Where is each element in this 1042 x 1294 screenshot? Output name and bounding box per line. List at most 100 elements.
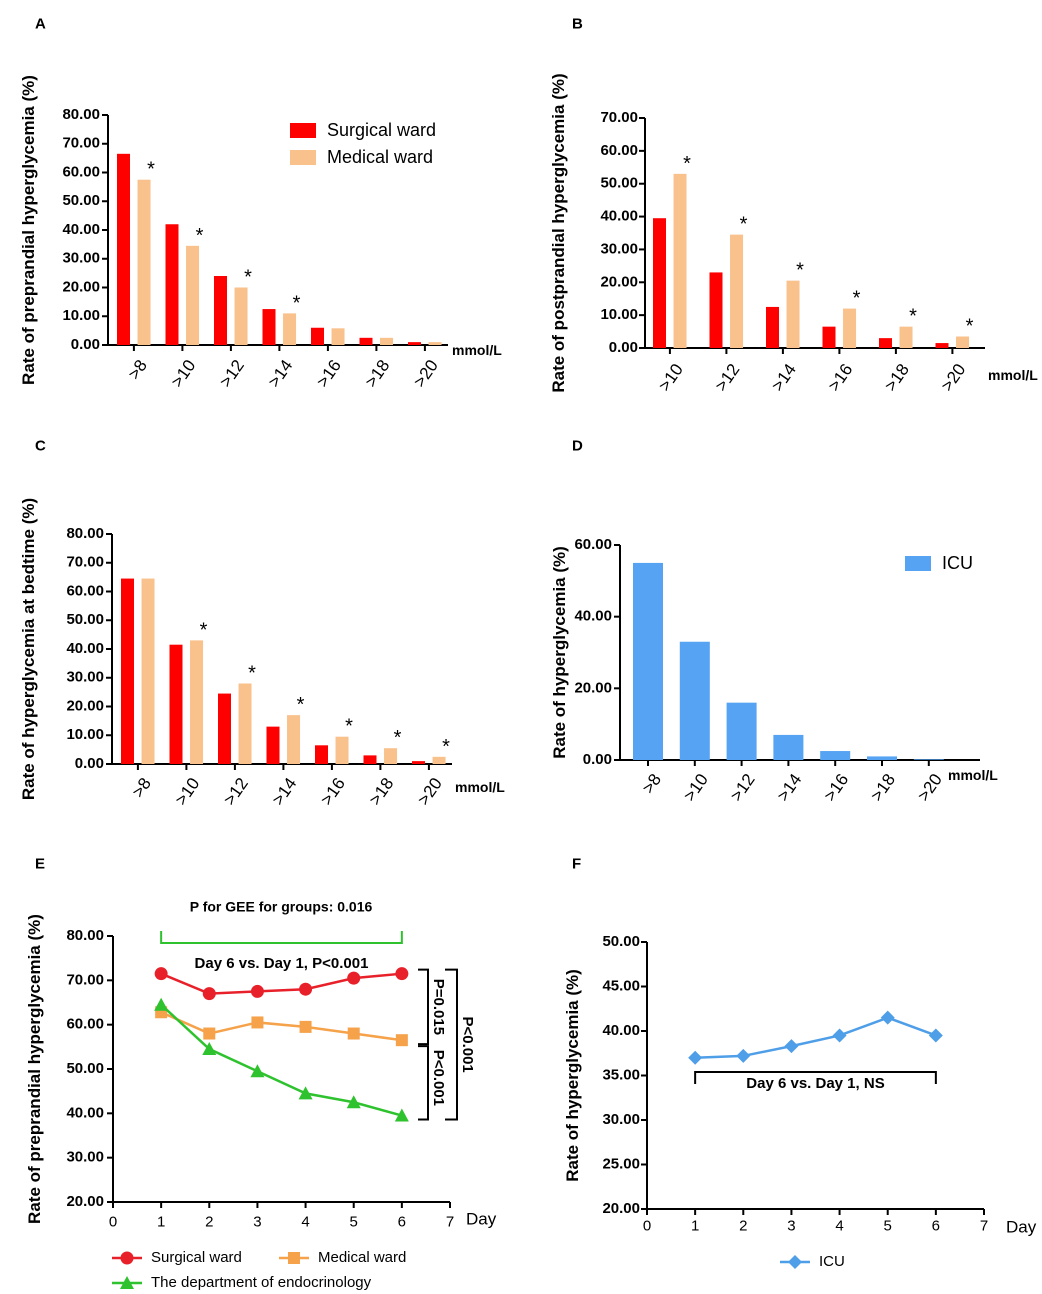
y-tick-label: 50.00 <box>66 1060 104 1077</box>
bracket-label: Day 6 vs. Day 1, NS <box>746 1075 884 1092</box>
bracket-day6-vs-day1 <box>694 1071 937 1084</box>
legend-label: Surgical ward <box>151 1249 242 1266</box>
y-tick-label: 20.00 <box>600 273 638 290</box>
y-axis-label: Rate of preprandial hyperglycemia (%) <box>25 914 44 1224</box>
legend-label: ICU <box>942 553 973 573</box>
panel-label: F <box>572 855 581 872</box>
bar-surgical-ward <box>117 153 130 345</box>
bar-medical-ward <box>186 245 200 345</box>
bar-medical-ward <box>141 578 155 764</box>
x-tick-label: >10 <box>167 356 199 391</box>
x-tick-label: >16 <box>317 774 349 809</box>
bar-medical-ward <box>234 287 248 345</box>
data-point <box>347 1027 360 1040</box>
x-tick-label: >18 <box>361 356 393 391</box>
y-tick-label: 40.00 <box>574 608 612 625</box>
bracket-label: P<0.001 <box>430 1050 447 1106</box>
legend-swatch <box>290 150 316 165</box>
data-point <box>251 1016 264 1029</box>
bracket-surgical-endocrinology <box>445 968 458 1121</box>
series-line-surgical-ward <box>160 972 402 995</box>
bar-medical-ward <box>335 736 349 764</box>
panel-a: A Rate of preprandial hyperglycemia (%) 0.… <box>19 15 502 390</box>
y-tick-label: 70.00 <box>62 135 100 152</box>
bracket-day6-vs-day1 <box>160 931 403 944</box>
x-tick-label: >8 <box>124 356 151 383</box>
panel-d: D Rate of hyperglycemia (%) 0.00 20.00 40.00… <box>550 437 998 804</box>
legend-marker <box>120 1251 134 1265</box>
panel-label: E <box>35 855 45 872</box>
significance-mark: * <box>147 159 155 181</box>
y-tick-label: 50.00 <box>62 192 100 209</box>
bar-surgical-ward <box>879 338 892 348</box>
x-tick-label: 5 <box>884 1217 892 1234</box>
x-tick-label: 2 <box>739 1217 747 1234</box>
data-point <box>203 1027 216 1040</box>
x-tick-label: >12 <box>711 360 743 395</box>
y-tick-label: 0.00 <box>583 751 612 768</box>
bar-surgical-ward <box>408 342 421 345</box>
x-tick-label: >16 <box>820 770 852 805</box>
y-axis-label: Rate of hyperglycemia at bedtime (%) <box>19 498 38 800</box>
y-axis-label: Rate of postprandial hyperglycemia (%) <box>549 73 568 392</box>
y-tick-label: 20.00 <box>66 697 104 714</box>
y-tick-label: 0.00 <box>75 755 104 772</box>
y-tick-label: 40.00 <box>66 1104 104 1121</box>
y-tick-label: 0.00 <box>71 336 100 353</box>
unit-label: mmol/L <box>988 367 1038 383</box>
bracket-medical-endocrinology <box>418 1045 429 1121</box>
bar-icu <box>633 562 663 760</box>
x-tick-label: >20 <box>914 770 946 805</box>
data-point <box>928 1028 943 1043</box>
x-tick-label: 6 <box>932 1217 940 1234</box>
y-tick-label: 20.00 <box>62 278 100 295</box>
y-tick-label: 40.00 <box>62 221 100 238</box>
data-point <box>250 984 264 998</box>
x-tick-label: 7 <box>980 1217 988 1234</box>
unit-label: mmol/L <box>948 767 998 783</box>
x-tick-label: >10 <box>171 774 203 809</box>
bar-medical-ward <box>428 342 442 345</box>
y-tick-label: 60.00 <box>66 1016 104 1033</box>
legend-swatch <box>905 556 931 571</box>
x-tick-label: >16 <box>824 360 856 395</box>
significance-mark: * <box>244 267 252 289</box>
bar-icu <box>679 641 710 760</box>
data-point <box>202 987 216 1001</box>
panel-f: F Rate of hyperglycemia (%) 20.00 25.00 30.0… <box>563 855 1037 1270</box>
bar-medical-ward <box>190 640 204 764</box>
bar-medical-ward <box>673 173 687 348</box>
significance-mark: * <box>200 619 208 641</box>
x-axis-label: Day <box>1006 1217 1037 1236</box>
bar-icu <box>820 751 851 760</box>
y-tick-label: 70.00 <box>66 554 104 571</box>
significance-mark: * <box>196 225 204 247</box>
data-point <box>202 1042 217 1056</box>
bar-medical-ward <box>287 715 301 764</box>
bracket-label: P=0.015 <box>430 979 447 1035</box>
y-tick-label: 30.00 <box>66 1149 104 1166</box>
bar-icu <box>726 702 757 760</box>
data-point <box>154 967 168 981</box>
data-point <box>154 997 169 1011</box>
y-tick-label: 20.00 <box>602 1200 640 1217</box>
bar-medical-ward <box>899 326 913 348</box>
legend-marker <box>788 1255 802 1269</box>
x-tick-label: 1 <box>157 1213 165 1230</box>
y-axis-label: Rate of hyperglycemia (%) <box>550 546 569 759</box>
y-tick-label: 10.00 <box>62 307 100 324</box>
x-tick-label: >8 <box>128 774 155 801</box>
bar-medical-ward <box>730 234 744 348</box>
x-tick-label: >18 <box>365 774 397 809</box>
x-tick-label: >10 <box>655 360 687 395</box>
data-point <box>395 967 409 981</box>
y-tick-label: 30.00 <box>600 240 638 257</box>
bar-icu <box>913 759 944 760</box>
y-tick-label: 50.00 <box>602 933 640 950</box>
legend-swatch <box>290 123 316 138</box>
bar-surgical-ward <box>214 276 227 345</box>
bracket-surgical-medical <box>418 968 429 1046</box>
bar-surgical-ward <box>766 306 779 348</box>
significance-mark: * <box>297 694 305 716</box>
